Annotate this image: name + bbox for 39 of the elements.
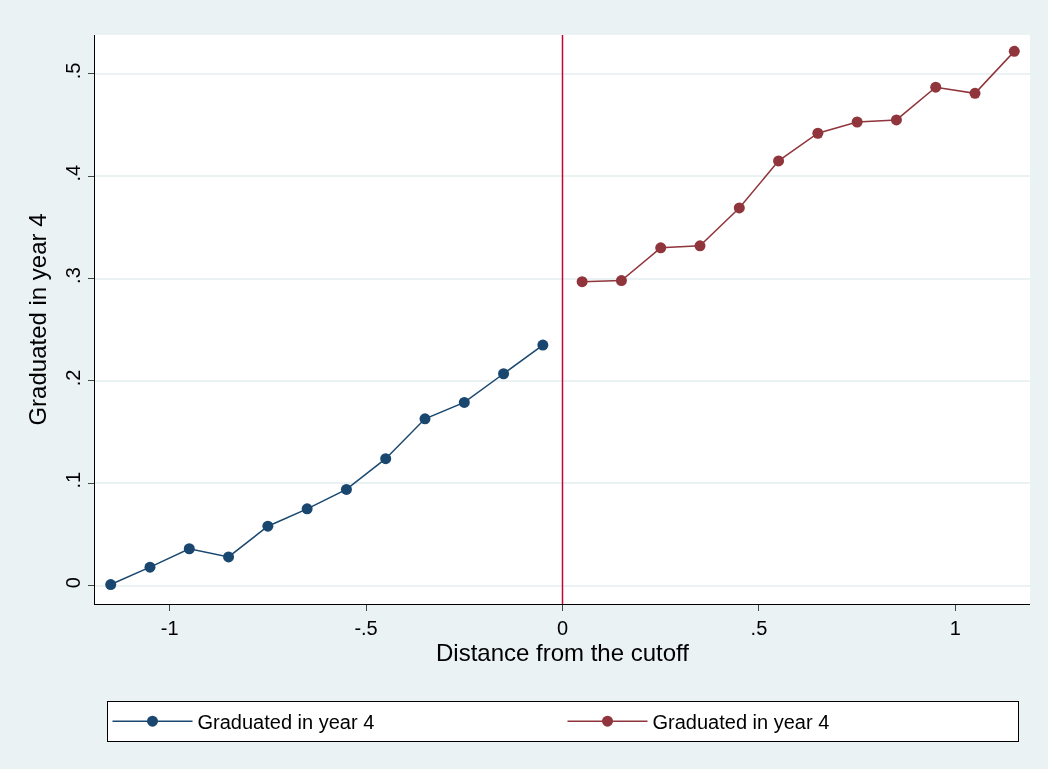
y-tick-label: .2 xyxy=(62,369,84,387)
point xyxy=(537,339,549,351)
legend-label: Graduated in year 4 xyxy=(197,711,375,734)
point xyxy=(419,413,431,425)
x-tick-label: .5 xyxy=(750,617,768,639)
point xyxy=(380,453,392,465)
point xyxy=(812,127,824,139)
point xyxy=(1008,45,1020,57)
point xyxy=(851,116,863,128)
point xyxy=(498,368,510,380)
point xyxy=(694,240,706,252)
point xyxy=(144,561,156,573)
point xyxy=(576,276,588,288)
point xyxy=(615,275,627,287)
x-tick-label: 0 xyxy=(556,617,569,639)
y-tick-label: .5 xyxy=(62,62,84,80)
y-tick-label: .3 xyxy=(62,267,84,284)
point xyxy=(733,202,745,214)
x-tick-label: 1 xyxy=(949,617,961,639)
point xyxy=(458,396,470,408)
y-tick-label: .4 xyxy=(62,164,84,182)
legend-label: Graduated in year 4 xyxy=(652,711,830,734)
point xyxy=(340,483,352,495)
x-tick-label: -.5 xyxy=(354,617,378,639)
point xyxy=(301,503,313,515)
x-axis-title: Distance from the cutoff xyxy=(435,639,690,666)
point xyxy=(773,155,785,167)
point xyxy=(890,114,902,126)
point xyxy=(655,242,667,254)
y-axis-title: Graduated in year 4 xyxy=(24,213,52,426)
point xyxy=(223,551,235,563)
point xyxy=(969,87,981,99)
y-tick-label: .1 xyxy=(62,471,84,489)
y-tick-label: 0 xyxy=(62,577,84,589)
point xyxy=(930,81,942,93)
point xyxy=(183,543,195,555)
x-tick-label: -1 xyxy=(160,617,179,639)
point xyxy=(105,579,117,591)
point xyxy=(262,520,274,532)
